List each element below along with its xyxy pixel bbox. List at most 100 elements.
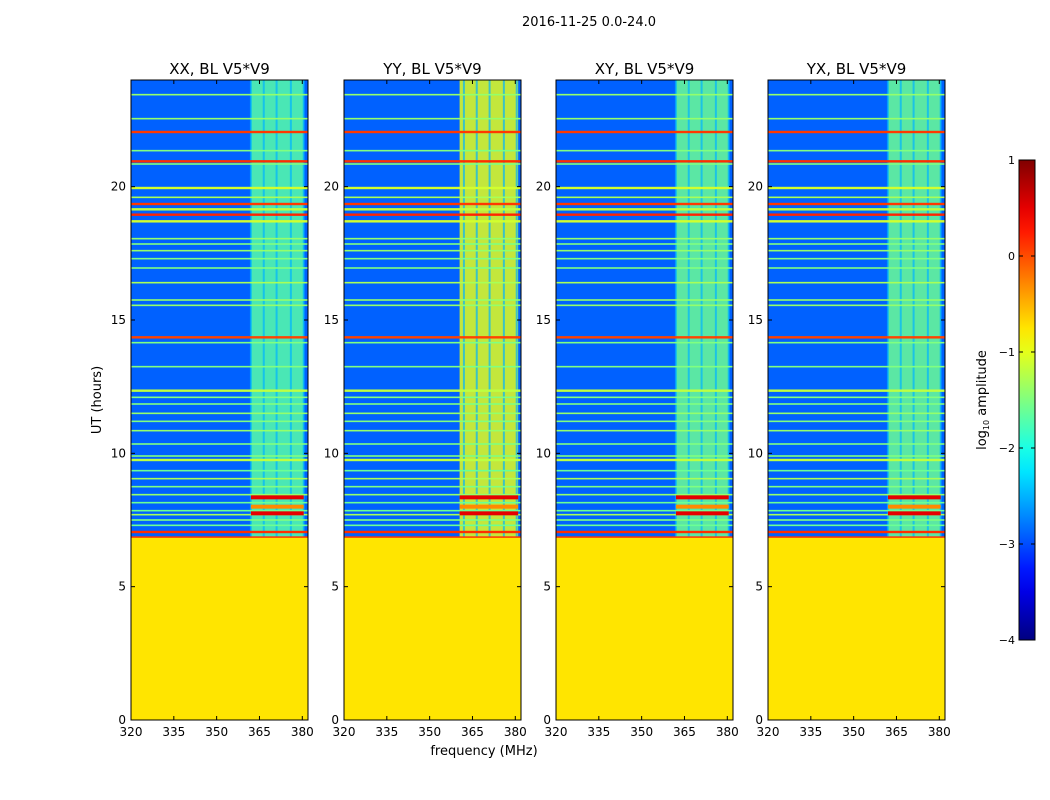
rfi-time-line xyxy=(344,341,521,344)
x-tick-label: 380 xyxy=(504,725,527,739)
hot-row xyxy=(887,504,941,509)
rfi-time-line xyxy=(556,365,733,368)
rfi-time-line xyxy=(768,208,945,211)
rfi-time-line xyxy=(131,485,308,488)
panel-3: XY, BL V5*V9 320 335 350 365 380 0 5 10 15 20 xyxy=(536,60,739,739)
rfi-time-line xyxy=(556,477,733,480)
hot-row xyxy=(675,511,729,516)
rfi-time-line xyxy=(556,458,733,462)
rfi-time-line xyxy=(131,524,308,527)
rfi-time-line xyxy=(344,420,521,423)
rfi-time-line xyxy=(131,493,308,496)
colorbar-label-rest: amplitude xyxy=(975,350,990,420)
rfi-time-line xyxy=(344,243,521,245)
rfi-time-line xyxy=(131,365,308,368)
rfi-band-gap xyxy=(262,80,265,538)
y-tick-label: 5 xyxy=(118,580,126,594)
x-axis-label: frequency (MHz) xyxy=(430,744,537,759)
mask-edge-line xyxy=(556,536,733,538)
panel-frame xyxy=(555,79,734,721)
rfi-band-gap xyxy=(687,80,690,538)
rfi-time-line xyxy=(344,130,521,134)
rfi-time-line xyxy=(344,281,521,284)
y-tick-label: 10 xyxy=(748,446,763,460)
rfi-time-line xyxy=(131,237,308,240)
rfi-time-line xyxy=(556,513,733,516)
rfi-time-line xyxy=(344,304,521,307)
rfi-time-line xyxy=(344,186,521,190)
y-tick-label: 5 xyxy=(755,580,763,594)
rfi-time-line xyxy=(556,130,733,134)
x-tick-label: 320 xyxy=(757,725,780,739)
rfi-time-line xyxy=(131,93,308,96)
hot-row xyxy=(250,511,304,516)
rfi-time-line xyxy=(344,93,521,96)
rfi-time-line xyxy=(556,213,733,216)
rfi-band-gap xyxy=(462,80,465,538)
x-tick-label: 365 xyxy=(673,725,696,739)
rfi-time-line xyxy=(344,365,521,368)
rfi-time-line xyxy=(768,213,945,216)
rfi-time-line xyxy=(131,149,308,152)
panel-title: XX, BL V5*V9 xyxy=(169,60,270,78)
x-tick-label: 380 xyxy=(291,725,314,739)
rfi-time-line xyxy=(344,412,521,415)
panel-title: YY, BL V5*V9 xyxy=(382,60,481,78)
rfi-time-line xyxy=(344,202,521,206)
x-tick-label: 335 xyxy=(162,725,185,739)
panel-title: XY, BL V5*V9 xyxy=(595,60,695,78)
rfi-time-line xyxy=(768,485,945,488)
y-tick-label: 0 xyxy=(543,713,551,727)
colorbar-label: log10 amplitude xyxy=(975,350,991,450)
rfi-time-line xyxy=(344,299,521,301)
rfi-band-gap xyxy=(302,80,305,538)
x-tick-label: 335 xyxy=(799,725,822,739)
rfi-time-line xyxy=(131,299,308,301)
rfi-time-line xyxy=(131,469,308,472)
rfi-time-line xyxy=(131,429,308,432)
x-tick-label: 335 xyxy=(587,725,610,739)
y-axis-label: UT (hours) xyxy=(90,366,105,434)
rfi-time-line xyxy=(344,117,521,120)
x-tick-label: 335 xyxy=(375,725,398,739)
rfi-time-line xyxy=(556,208,733,211)
rfi-time-line xyxy=(344,396,521,399)
rfi-time-line xyxy=(344,257,521,260)
rfi-time-line xyxy=(556,443,733,445)
colorbar-tick-label: −1 xyxy=(999,346,1015,359)
y-tick-label: 15 xyxy=(536,313,551,327)
rfi-time-line xyxy=(556,281,733,284)
rfi-time-line xyxy=(131,396,308,399)
rfi-time-line xyxy=(556,304,733,307)
rfi-time-line xyxy=(768,530,945,534)
hot-row xyxy=(675,495,729,500)
hot-row xyxy=(250,495,304,500)
rfi-time-line xyxy=(768,93,945,96)
rfi-time-line xyxy=(131,420,308,423)
rfi-band-gap xyxy=(939,80,942,538)
rfi-time-line xyxy=(556,530,733,534)
rfi-time-line xyxy=(344,220,521,223)
rfi-band-gap xyxy=(926,80,929,538)
mask-edge-line xyxy=(344,536,521,538)
rfi-time-line xyxy=(344,477,521,480)
rfi-time-line xyxy=(556,243,733,245)
rfi-time-line xyxy=(768,163,945,165)
colorbar: −4 −3 −2 −1 0 1 xyxy=(999,154,1036,647)
rfi-time-line xyxy=(768,196,945,199)
figure-title: 2016-11-25 0.0-24.0 xyxy=(522,15,656,30)
rfi-time-line xyxy=(344,208,521,211)
rfi-time-line xyxy=(131,341,308,344)
hot-row xyxy=(459,495,519,500)
rfi-time-line xyxy=(344,524,521,527)
x-tick-label: 365 xyxy=(461,725,484,739)
rfi-time-line xyxy=(768,513,945,516)
rfi-time-line xyxy=(344,389,521,392)
rfi-time-line xyxy=(131,281,308,284)
rfi-time-line xyxy=(556,412,733,415)
x-tick-label: 320 xyxy=(333,725,356,739)
y-tick-label: 15 xyxy=(324,313,339,327)
y-tick-label: 10 xyxy=(536,446,551,460)
colorbar-tick-label: 0 xyxy=(1008,250,1015,263)
